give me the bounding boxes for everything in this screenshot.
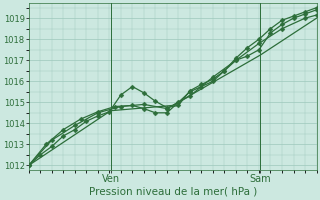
X-axis label: Pression niveau de la mer( hPa ): Pression niveau de la mer( hPa ) (89, 187, 257, 197)
